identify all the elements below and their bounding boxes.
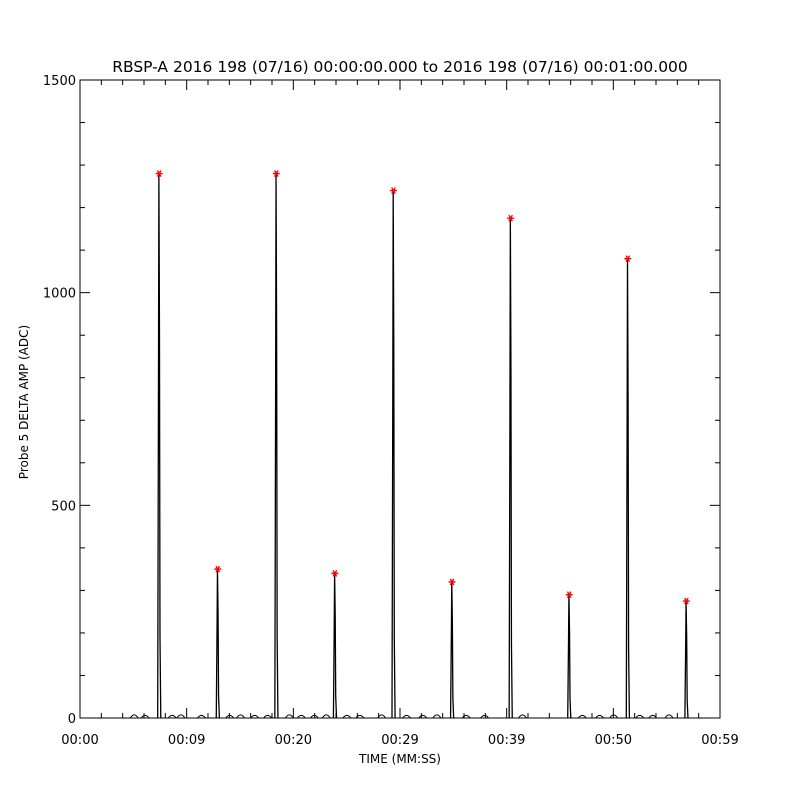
baseline-ripple — [176, 714, 186, 719]
peak-marker — [448, 578, 456, 586]
axis-ticks: 0 500 1000 1500 00:00 00:09 00:20 00:29 00:39 00:… — [43, 74, 739, 748]
peak-marker — [565, 591, 573, 599]
baseline-ripple — [321, 714, 331, 719]
signal-pulse — [567, 594, 572, 719]
peak-marker — [682, 597, 690, 605]
baseline-ripple — [197, 714, 206, 719]
baseline-ripple — [577, 714, 587, 719]
plot-content — [129, 170, 690, 719]
baseline-ripple — [129, 714, 139, 719]
signal-pulse — [391, 190, 396, 719]
x-tick-label: 00:50 — [595, 733, 632, 748]
signal-pulse — [625, 258, 631, 719]
peak-marker — [155, 170, 163, 177]
baseline-ripple — [284, 714, 294, 719]
baseline-ripple — [355, 714, 365, 719]
baseline-ripple — [518, 714, 527, 719]
signal-pulse — [684, 601, 689, 719]
baseline-ripple — [402, 714, 411, 719]
signal-pulse — [508, 218, 513, 719]
x-tick-label: 00:00 — [61, 733, 98, 748]
x-tick-label: 00:39 — [488, 733, 525, 748]
baseline-ripple — [664, 714, 674, 719]
x-tick-label: 00:59 — [701, 733, 738, 748]
signal-pulse — [215, 569, 221, 719]
baseline-ripple — [263, 714, 273, 719]
baseline-ripple — [480, 714, 490, 719]
baseline-ripple — [432, 714, 442, 719]
peak-marker — [389, 187, 397, 194]
baseline-ripple — [595, 714, 604, 719]
y-tick-label: 0 — [68, 712, 76, 727]
y-tick-label: 1500 — [43, 74, 76, 89]
peak-marker — [214, 565, 222, 573]
signal-pulse — [332, 573, 338, 719]
signal-pulse — [274, 173, 279, 719]
y-tick-label: 1000 — [43, 287, 76, 302]
x-tick-label: 00:09 — [168, 733, 205, 748]
peak-marker — [331, 569, 339, 577]
y-axis-label: Probe 5 DELTA AMP (ADC) — [17, 325, 31, 479]
x-tick-label: 00:20 — [275, 733, 312, 748]
peak-marker — [507, 214, 515, 222]
baseline-ripple — [296, 714, 306, 719]
peak-marker — [272, 170, 280, 177]
plot-frame — [79, 79, 721, 719]
chart-title: RBSP-A 2016 198 (07/16) 00:00:00.000 to … — [112, 58, 688, 76]
x-tick-label: 00:29 — [381, 733, 418, 748]
baseline-ripple — [418, 714, 428, 719]
signal-pulse — [449, 581, 455, 719]
baseline-ripple — [236, 714, 245, 719]
x-axis-label: TIME (MM:SS) — [358, 752, 441, 766]
baseline-ripple — [250, 714, 260, 719]
baseline-ripple — [140, 714, 150, 719]
peak-marker — [624, 255, 632, 263]
signal-pulse — [157, 173, 162, 719]
baseline-ripple — [461, 714, 471, 719]
baseline-ripple — [635, 714, 645, 719]
baseline-ripple — [167, 714, 177, 719]
baseline-ripple — [342, 714, 352, 719]
y-tick-label: 500 — [51, 499, 76, 514]
